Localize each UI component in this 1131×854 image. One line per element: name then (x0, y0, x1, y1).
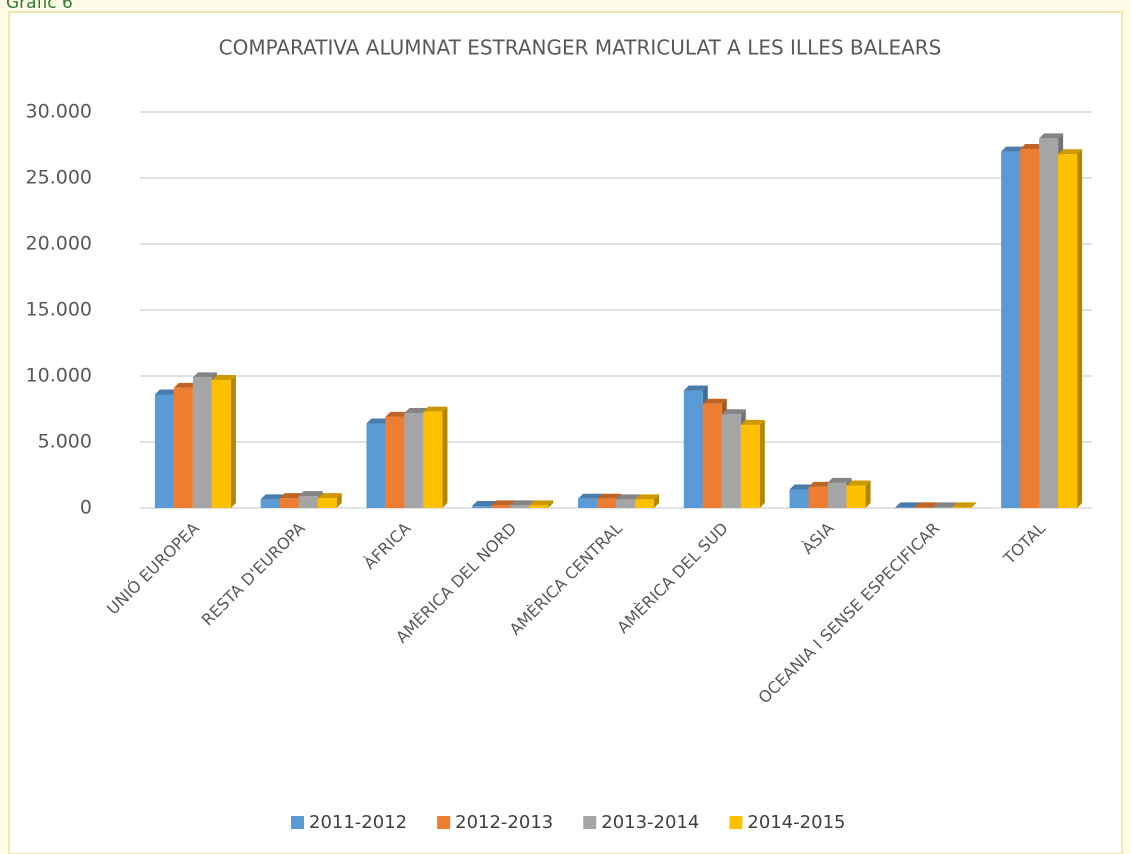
heading: Gràfic 6 (6, 0, 73, 13)
bar (702, 403, 722, 508)
bar-side (548, 500, 554, 508)
bar-side (654, 494, 659, 508)
bar-top (173, 382, 198, 388)
bar (933, 507, 953, 508)
bar-top (1020, 143, 1045, 149)
bar-top (298, 491, 323, 497)
bar (721, 414, 741, 508)
bar (1020, 148, 1040, 508)
bar-top (211, 374, 236, 380)
bar-top (597, 493, 621, 499)
chart-title: COMPARATIVA ALUMNAT ESTRANGER MATRICULAT… (219, 36, 942, 60)
bar (740, 424, 760, 508)
bar (1039, 138, 1059, 508)
legend-swatch (291, 816, 304, 829)
bar (635, 499, 654, 508)
bar-top (740, 419, 765, 425)
bar-top (385, 411, 410, 417)
bar-side (1077, 149, 1083, 509)
bar-top (578, 493, 602, 499)
legend-label: 2011-2012 (309, 812, 407, 833)
bar-top (635, 494, 659, 500)
bar-top (154, 389, 179, 395)
bar-side (442, 406, 448, 508)
bar (404, 412, 424, 508)
bar (192, 377, 212, 508)
bar-top (827, 477, 852, 483)
y-tick-label: 0 (80, 497, 92, 519)
bar (173, 387, 193, 508)
bar-top (404, 407, 429, 413)
bar-side (865, 480, 871, 508)
bar (1058, 154, 1078, 509)
bar (616, 499, 635, 508)
bar-top (423, 406, 448, 412)
bar (578, 498, 597, 508)
bar (260, 499, 280, 508)
bar (279, 498, 299, 508)
y-tick-label: 25.000 (26, 167, 92, 189)
bar (491, 505, 511, 508)
bar-top (933, 502, 958, 508)
bar-top (510, 500, 535, 506)
bar-top (260, 494, 285, 500)
bar-side (971, 502, 977, 508)
bar (510, 505, 530, 508)
bar-top (683, 385, 708, 391)
bar (1001, 151, 1021, 508)
bar-top (472, 501, 497, 507)
bar-top (317, 493, 342, 499)
y-tick-label: 5.000 (38, 431, 92, 453)
bar-top (1039, 133, 1064, 139)
bar (952, 507, 972, 508)
y-tick-label: 20.000 (26, 233, 92, 255)
bar-top (366, 418, 391, 424)
legend-label: 2013-2014 (601, 812, 699, 833)
bar (808, 486, 828, 508)
bar-top (952, 502, 977, 508)
y-tick-label: 15.000 (26, 299, 92, 321)
bar (298, 496, 318, 508)
bar-top (616, 494, 640, 500)
bar-top (702, 398, 727, 404)
bar (827, 482, 847, 508)
bar-top (789, 484, 814, 490)
bar-top (491, 500, 516, 506)
legend-swatch (437, 816, 451, 829)
y-tick-label: 10.000 (26, 365, 92, 387)
bar-top (721, 409, 746, 415)
legend-label: 2012-2013 (455, 812, 553, 833)
y-tick-label: 30.000 (26, 101, 92, 123)
bar (423, 411, 443, 508)
bar-top (529, 500, 554, 506)
bar (211, 379, 231, 508)
bar (846, 485, 866, 508)
bar-top (846, 480, 871, 486)
bar (914, 507, 934, 508)
bar-top (1001, 146, 1026, 152)
legend-swatch (729, 816, 743, 829)
bar (789, 489, 809, 508)
bar (683, 390, 703, 508)
bar (895, 507, 915, 508)
bar-top (808, 481, 833, 487)
bar-side (230, 374, 236, 508)
bar (472, 506, 492, 508)
bar (366, 423, 386, 508)
bar-top (914, 502, 939, 508)
bar-side (759, 419, 765, 508)
bar-top (1058, 149, 1083, 155)
bar (385, 416, 405, 508)
bar-side (336, 493, 342, 508)
bar (154, 394, 174, 508)
bar-top (895, 502, 920, 508)
legend-label: 2014-2015 (747, 812, 845, 833)
bar-top (279, 493, 304, 499)
bar (317, 498, 337, 508)
bar-top (192, 372, 217, 378)
bar (597, 498, 616, 508)
legend-swatch (583, 816, 597, 829)
bar (529, 505, 549, 508)
